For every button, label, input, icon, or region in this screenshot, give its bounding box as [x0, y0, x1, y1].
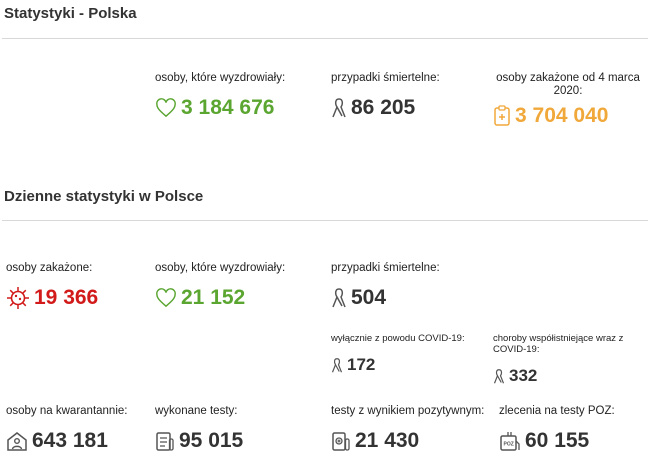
page-title: Statystyki - Polska: [4, 5, 137, 22]
positive-test-icon: [331, 430, 351, 452]
stat-value: 86 205: [351, 96, 416, 119]
stat-deaths-covid-only: wyłącznie z powodu COVID-19: 172: [331, 333, 486, 375]
stat-deaths-daily: przypadki śmiertelne: 504: [331, 262, 481, 310]
stat-label: osoby na kwarantannie:: [6, 405, 128, 417]
ribbon-icon: [331, 97, 347, 119]
stat-label: wykonane testy:: [155, 405, 238, 417]
virus-icon: [6, 286, 30, 310]
stat-deaths-total: przypadki śmiertelne: 86 205: [331, 72, 481, 120]
poz-tube-icon: POZ: [499, 430, 521, 452]
stat-value: 21 152: [181, 286, 246, 309]
stat-label: osoby zakażone:: [6, 262, 93, 274]
stat-infected-total: osoby zakażone od 4 marca 2020: 3 704 04…: [493, 72, 643, 128]
svg-text:POZ: POZ: [504, 442, 514, 448]
stat-label: zlecenia na testy POZ:: [499, 405, 615, 417]
stat-recovered-daily: osoby, które wyzdrowiały: 21 152: [155, 262, 325, 310]
ribbon-icon: [493, 368, 505, 385]
test-list-icon: [155, 430, 175, 452]
stat-infected-daily: osoby zakażone: 19 366: [6, 262, 146, 310]
stat-value: 60 155: [525, 429, 590, 452]
stat-label: osoby, które wyzdrowiały:: [155, 262, 286, 274]
stat-label: choroby współistniejące wraz z COVID-19:: [493, 333, 624, 355]
divider: [2, 220, 648, 221]
stat-value: 95 015: [179, 429, 244, 452]
divider: [2, 38, 648, 39]
stat-label: osoby, które wyzdrowiały:: [155, 72, 286, 84]
heart-icon: [155, 98, 177, 118]
ribbon-icon: [331, 287, 347, 309]
stat-tests-done: wykonane testy: 95 015: [155, 405, 325, 453]
stat-deaths-comorbid: choroby współistniejące wraz z COVID-19:…: [493, 333, 648, 386]
clipboard-icon: [493, 105, 511, 127]
stat-value: 332: [509, 366, 538, 385]
section-title: Dzienne statystyki w Polsce: [4, 188, 204, 205]
stat-value: 3 704 040: [515, 104, 609, 127]
stat-poz-orders: zlecenia na testy POZ: POZ 60 155: [499, 405, 644, 453]
ribbon-icon: [331, 357, 343, 374]
house-person-icon: [6, 430, 28, 452]
stat-label: wyłącznie z powodu COVID-19:: [331, 333, 465, 344]
stat-label: osoby zakażone od 4 marca 2020:: [496, 72, 640, 97]
stat-value: 21 430: [355, 429, 420, 452]
stat-label: przypadki śmiertelne:: [331, 262, 440, 274]
stat-quarantine: osoby na kwarantannie: 643 181: [6, 405, 151, 453]
stat-value: 3 184 676: [181, 96, 275, 119]
stat-recovered-total: osoby, które wyzdrowiały: 3 184 676: [155, 72, 325, 120]
stat-label: testy z wynikiem pozytywnym:: [331, 405, 485, 417]
stat-value: 504: [351, 286, 387, 309]
stat-value: 172: [347, 355, 376, 374]
stat-tests-positive: testy z wynikiem pozytywnym: 21 430: [331, 405, 491, 453]
heart-icon: [155, 288, 177, 308]
stat-label: przypadki śmiertelne:: [331, 72, 440, 84]
stat-value: 19 366: [34, 286, 99, 309]
stat-value: 643 181: [32, 429, 108, 452]
